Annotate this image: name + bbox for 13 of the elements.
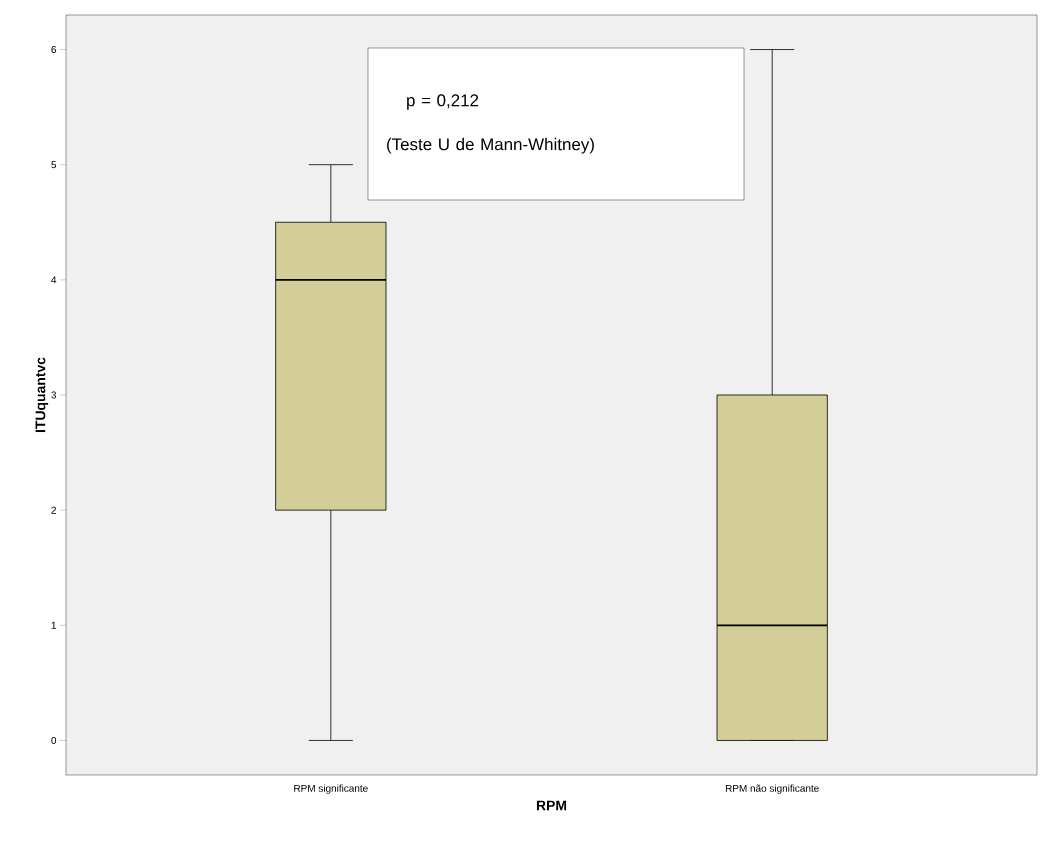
y-tick-label: 3 <box>51 391 57 399</box>
y-tick-label: 6 <box>51 46 57 54</box>
y-tick-label: 5 <box>51 161 57 169</box>
y-tick-label: 2 <box>51 506 56 514</box>
y-tick-label: 4 <box>51 276 57 284</box>
x-axis-title: RPM <box>536 800 567 811</box>
x-tick-label: RPM significante <box>294 784 368 794</box>
x-tick-label: RPM não significante <box>725 784 819 794</box>
y-tick-label: 0 <box>51 736 57 744</box>
y-tick-label: 1 <box>51 621 56 629</box>
annotation: p = 0,212 <box>407 94 479 110</box>
annotation: (Teste U de Mann-Whitney) <box>387 137 594 154</box>
y-axis-title: ITUquantvc <box>35 357 49 433</box>
